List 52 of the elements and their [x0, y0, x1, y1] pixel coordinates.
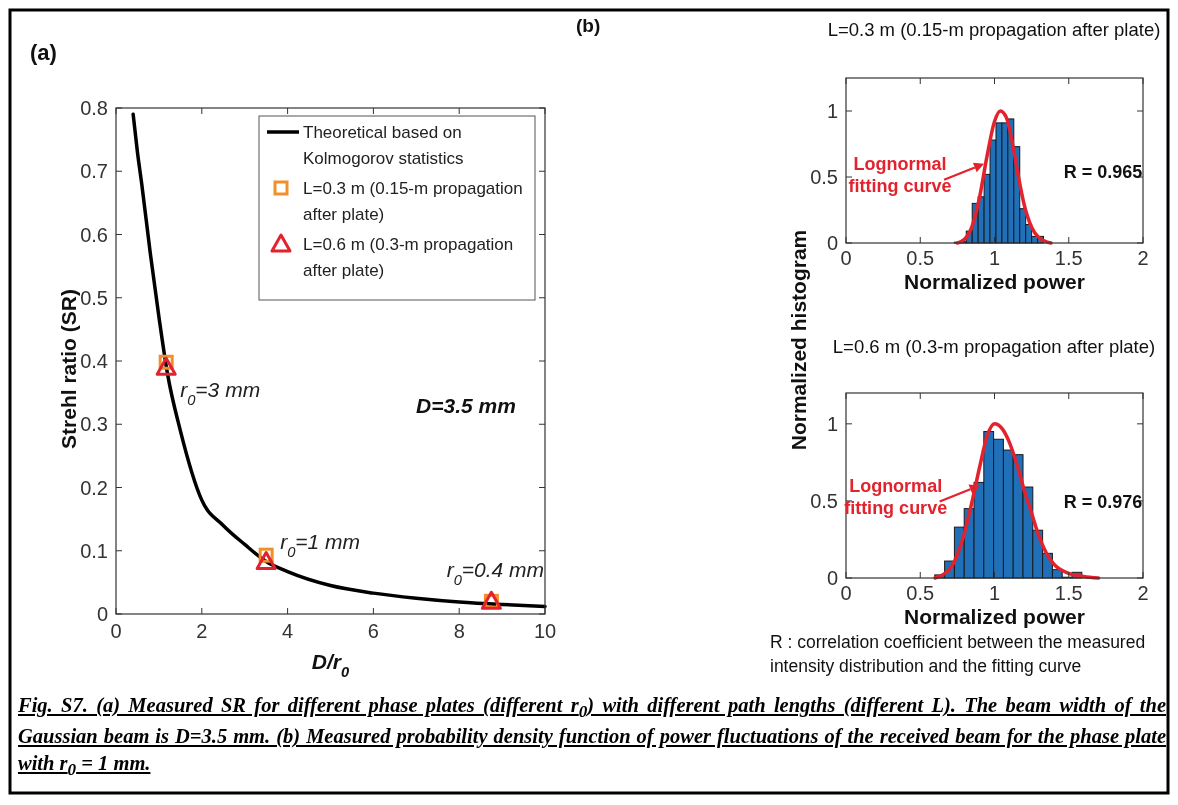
y-tick-label: 0.4 — [80, 350, 108, 372]
text: R : correlation coefficient between the measured intensity distribution and the fitting curve — [770, 632, 1146, 676]
y-tick-label: 0.5 — [80, 286, 108, 309]
x-tick-label: 1.5 — [1054, 247, 1083, 269]
y-axis-title: Normalized histogram — [787, 229, 810, 451]
y-tick-label: 1 — [826, 100, 838, 122]
y-tick-label: 0 — [96, 603, 108, 625]
x-tick-label: 10 — [533, 620, 557, 642]
x-axis-title: Normalized power — [904, 605, 1085, 628]
y-tick-label: 1 — [826, 412, 838, 435]
x-tick-label: 6 — [367, 620, 379, 642]
x-axis-title: D/r$_{0}$ — [311, 650, 351, 680]
y-tick-label: 0.3 — [80, 413, 108, 436]
x-tick-label: 0 — [840, 247, 852, 269]
legend-label: L=0.3 m (0.15-m propagation after plate) — [303, 179, 523, 224]
y-tick-label: 0.1 — [80, 539, 108, 562]
x-tick-label: 2 — [1137, 582, 1149, 604]
annotation: Lognormal fitting curve — [848, 153, 952, 196]
annotation: D=3.5 mm — [416, 394, 516, 417]
x-tick-label: 0 — [840, 582, 852, 604]
annotation: r$_{0}$=1 mm — [280, 530, 361, 561]
x-tick-label: 4 — [282, 620, 294, 642]
x-tick-label: 1 — [988, 582, 1001, 604]
y-tick-label: 0.5 — [810, 166, 838, 188]
y-tick-label: 0.5 — [810, 489, 838, 512]
text: (b) — [576, 15, 601, 36]
legend-label: Theoretical based on Kolmogorov statistics — [303, 123, 464, 168]
x-tick-label: 8 — [453, 620, 465, 642]
chart-title: L=0.6 m (0.3-m propagation after plate) — [832, 336, 1156, 357]
chart-title: (a) — [30, 40, 57, 65]
y-tick-label: 0.8 — [80, 97, 108, 119]
x-tick-label: 2 — [1137, 247, 1149, 269]
annotation: R = 0.965 — [1063, 162, 1143, 182]
y-tick-label: 0.2 — [80, 476, 108, 499]
legend-label: L=0.6 m (0.3-m propagation after plate) — [303, 235, 514, 280]
annotation: r$_{0}$=3 mm — [180, 378, 261, 409]
y-tick-label: 0.7 — [80, 160, 108, 183]
x-tick-label: 0.5 — [906, 247, 935, 269]
y-tick-label: 0 — [826, 232, 838, 254]
x-tick-label: 2 — [196, 620, 208, 642]
chart-title: L=0.3 m (0.15-m propagation after plate) — [827, 19, 1161, 40]
y-tick-label: 0.6 — [80, 223, 108, 246]
x-tick-label: 1.5 — [1054, 582, 1083, 604]
y-axis-title: Strehl ratio (SR) — [57, 289, 80, 449]
y-tick-label: 0 — [826, 567, 838, 589]
x-axis-title: Normalized power — [904, 270, 1085, 293]
caption: Fig. S7. (a) Measured SR for different phase plates (different r$_{0}$) with different path lengths (different L). The beam width of the Gaussian beam is D=3.5 mm. (b) Measured probability density function of power fluctuations of the received beam for the phase plate with r$_{0}$ = 1 mm. — [18, 693, 1167, 781]
x-tick-label: 0.5 — [906, 582, 935, 604]
x-tick-label: 1 — [988, 247, 1001, 269]
x-tick-label: 0 — [110, 620, 122, 642]
annotation: r$_{0}$=0.4 mm — [446, 558, 545, 589]
annotation: R = 0.976 — [1063, 492, 1143, 512]
